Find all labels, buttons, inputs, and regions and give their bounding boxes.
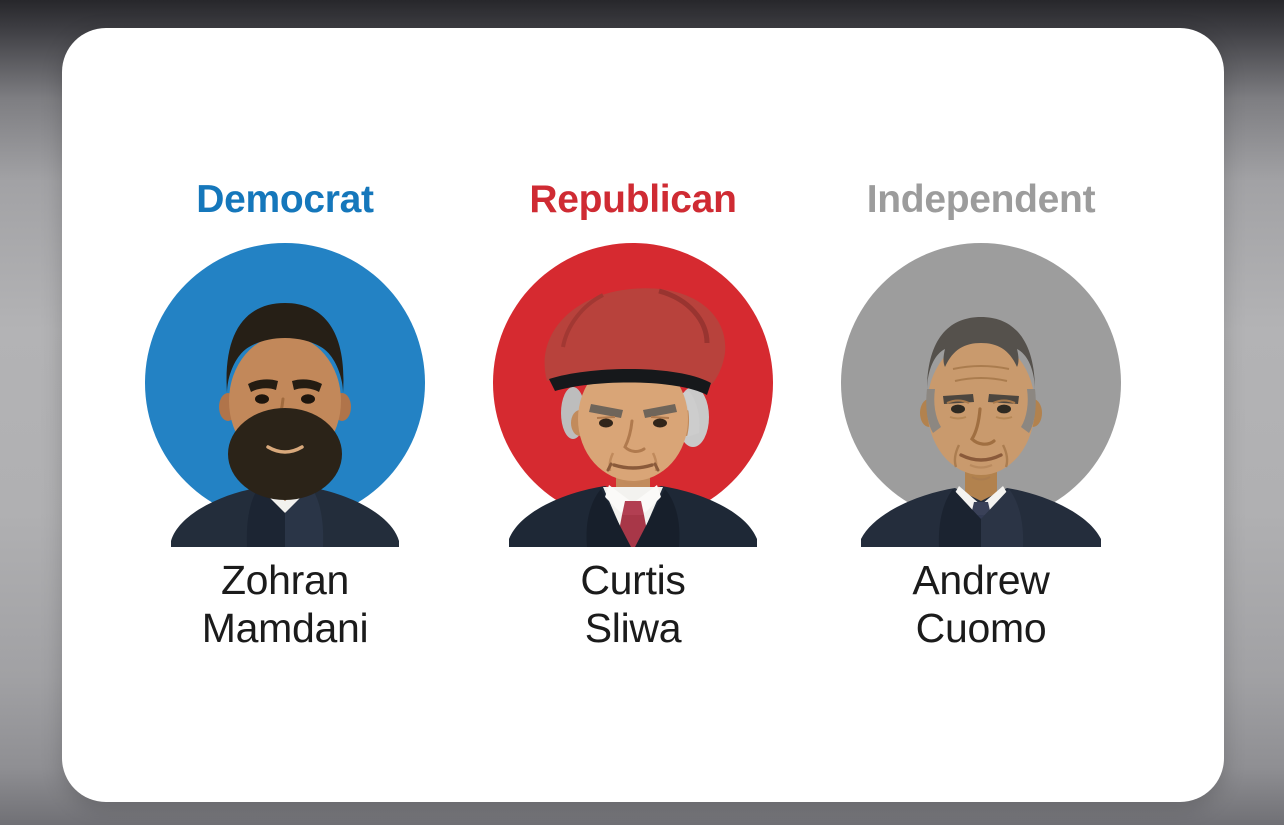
cuomo-tie (971, 501, 991, 515)
party-label-independent: Independent (866, 178, 1096, 221)
sliwa-tie (622, 500, 644, 515)
candidate-column-democrat: Democrat (135, 178, 435, 653)
sliwa-bust (509, 288, 757, 547)
candidate-column-independent: Independent (831, 178, 1131, 653)
cuomo-portrait (831, 241, 1131, 553)
candidate-column-republican: Republican (483, 178, 783, 653)
candidate-first-name: Curtis (580, 556, 686, 603)
cuomo-hair (927, 316, 1035, 391)
cuomo-portrait-svg (841, 242, 1121, 547)
sliwa-portrait (483, 241, 783, 553)
candidate-name: Andrew Cuomo (831, 557, 1131, 653)
candidate-first-name: Zohran (220, 556, 350, 603)
mamdani-portrait-svg (145, 242, 425, 547)
candidate-last-name: Mamdani (201, 604, 369, 651)
candidate-name: Curtis Sliwa (483, 557, 783, 653)
mamdani-bust (171, 302, 399, 547)
sliwa-portrait-svg (493, 242, 773, 547)
mamdani-hair (226, 302, 344, 393)
candidates-card: Democrat (62, 28, 1224, 802)
candidate-last-name: Cuomo (915, 604, 1047, 651)
party-label-democrat: Democrat (196, 178, 374, 221)
candidate-first-name: Andrew (912, 556, 1050, 603)
party-label-republican: Republican (529, 178, 737, 221)
red-beret (544, 288, 726, 385)
mamdani-portrait (135, 241, 435, 553)
mamdani-beard (228, 407, 342, 500)
cuomo-bust (861, 316, 1101, 547)
candidate-last-name: Sliwa (584, 604, 682, 651)
candidate-name: Zohran Mamdani (135, 557, 435, 653)
candidates-row: Democrat (62, 28, 1224, 653)
beret-band (549, 368, 711, 395)
